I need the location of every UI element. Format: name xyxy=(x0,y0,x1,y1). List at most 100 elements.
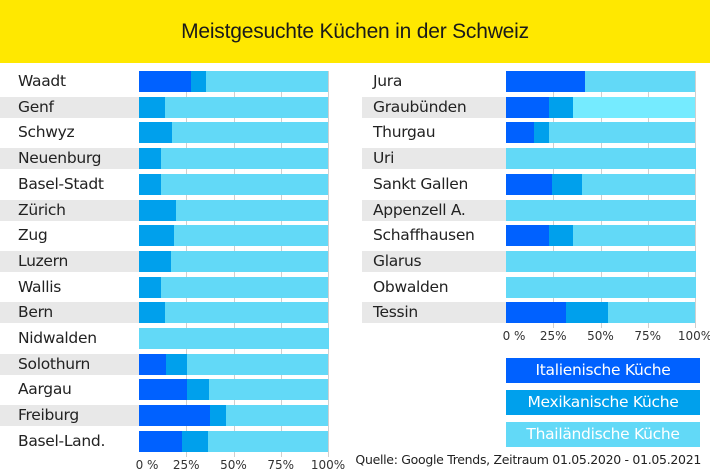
segment-mexikanisch xyxy=(139,199,177,221)
segment-thai xyxy=(173,225,329,247)
category-label: Sankt Gallen xyxy=(373,174,469,193)
segment-italienisch xyxy=(506,96,550,118)
category-label: Basel-Land. xyxy=(18,431,106,450)
segment-italienisch xyxy=(139,353,167,375)
segment-mexikanisch xyxy=(139,276,162,298)
segment-italienisch xyxy=(506,225,550,247)
segment-thai xyxy=(506,276,696,298)
legend-thai: Thailändische Küche xyxy=(506,422,700,447)
x-tick-label: 50% xyxy=(587,329,614,343)
category-label: Schwyz xyxy=(18,123,75,142)
segment-thai xyxy=(172,122,329,144)
stacked-bar xyxy=(139,276,329,298)
category-label: Freiburg xyxy=(18,406,79,425)
segment-italienisch xyxy=(506,302,567,324)
stacked-bar xyxy=(139,250,329,272)
segment-italienisch xyxy=(139,71,192,92)
stacked-bar xyxy=(506,173,696,195)
row-stripe xyxy=(0,302,139,324)
category-label: Nidwalden xyxy=(18,329,97,347)
segment-italienisch xyxy=(506,71,586,92)
segment-mexikanisch xyxy=(190,71,207,92)
stacked-bar xyxy=(139,96,329,118)
segment-italienisch xyxy=(506,173,553,195)
segment-thai xyxy=(139,328,329,349)
stacked-bar xyxy=(506,122,696,144)
segment-mexikanisch xyxy=(209,405,227,427)
x-tick-label: 100% xyxy=(677,329,710,343)
segment-thai xyxy=(208,379,329,401)
segment-italienisch xyxy=(139,379,188,401)
category-label: Genf xyxy=(18,97,54,116)
row-stripe xyxy=(0,353,139,375)
segment-mexikanisch xyxy=(139,302,166,324)
segment-mexikanisch xyxy=(566,302,609,324)
x-tick-label: 25% xyxy=(172,457,200,472)
segment-thai xyxy=(206,71,329,92)
segment-thai xyxy=(549,122,696,144)
category-label: Schaffhausen xyxy=(373,226,475,245)
segment-mexikanisch xyxy=(552,173,583,195)
category-label: Thurgau xyxy=(373,123,436,142)
legend-mexikanisch: Mexikanische Küche xyxy=(506,390,700,415)
category-label: Wallis xyxy=(18,277,62,296)
segment-mexikanisch xyxy=(534,122,550,144)
segment-thai xyxy=(225,405,329,427)
segment-thai xyxy=(207,430,329,452)
segment-mexikanisch xyxy=(139,225,175,247)
stacked-bar xyxy=(139,199,329,221)
gridline xyxy=(695,71,696,328)
row-stripe xyxy=(362,96,506,118)
stacked-bar xyxy=(506,250,696,272)
segment-thai xyxy=(573,96,696,118)
stacked-bar xyxy=(506,148,696,170)
segment-thai xyxy=(171,250,329,272)
legend-label: Italienische Küche xyxy=(535,361,671,379)
category-label: Basel-Stadt xyxy=(18,174,104,193)
category-label: Jura xyxy=(373,72,403,90)
gridline xyxy=(328,71,329,457)
stacked-bar xyxy=(139,328,329,349)
segment-thai xyxy=(585,71,696,92)
segment-thai xyxy=(506,148,696,170)
stacked-bar xyxy=(139,405,329,427)
category-label: Bern xyxy=(18,303,53,322)
category-label: Zürich xyxy=(18,200,66,219)
stacked-bar xyxy=(139,71,329,92)
legend-label: Thailändische Küche xyxy=(526,425,680,443)
stacked-bar xyxy=(506,225,696,247)
segment-italienisch xyxy=(506,122,535,144)
segment-italienisch xyxy=(139,405,211,427)
chart-title: Meistgesuchte Küchen in der Schweiz xyxy=(181,20,529,43)
row-stripe xyxy=(362,302,506,324)
category-label: Uri xyxy=(373,149,395,168)
stacked-bar xyxy=(139,173,329,195)
segment-mexikanisch xyxy=(549,225,574,247)
category-label: Tessin xyxy=(373,303,418,322)
segment-mexikanisch xyxy=(139,250,172,272)
legend-label: Mexikanische Küche xyxy=(527,393,679,411)
stacked-bar xyxy=(139,148,329,170)
row-stripe xyxy=(0,96,139,118)
stacked-bar xyxy=(506,302,696,324)
segment-mexikanisch xyxy=(166,353,188,375)
segment-mexikanisch xyxy=(139,96,166,118)
category-label: Waadt xyxy=(18,72,66,90)
row-stripe xyxy=(362,148,506,170)
segment-thai xyxy=(187,353,329,375)
stacked-bar xyxy=(506,71,696,92)
segment-mexikanisch xyxy=(182,430,209,452)
segment-italienisch xyxy=(139,430,183,452)
stacked-bar xyxy=(139,302,329,324)
category-label: Obwalden xyxy=(373,277,449,296)
segment-thai xyxy=(573,225,696,247)
row-stripe xyxy=(362,250,506,272)
segment-thai xyxy=(581,173,696,195)
row-stripe xyxy=(362,199,506,221)
segment-thai xyxy=(165,96,329,118)
segment-mexikanisch xyxy=(187,379,210,401)
stacked-bar xyxy=(506,96,696,118)
segment-mexikanisch xyxy=(139,173,162,195)
stacked-bar xyxy=(506,276,696,298)
segment-mexikanisch xyxy=(139,148,162,170)
